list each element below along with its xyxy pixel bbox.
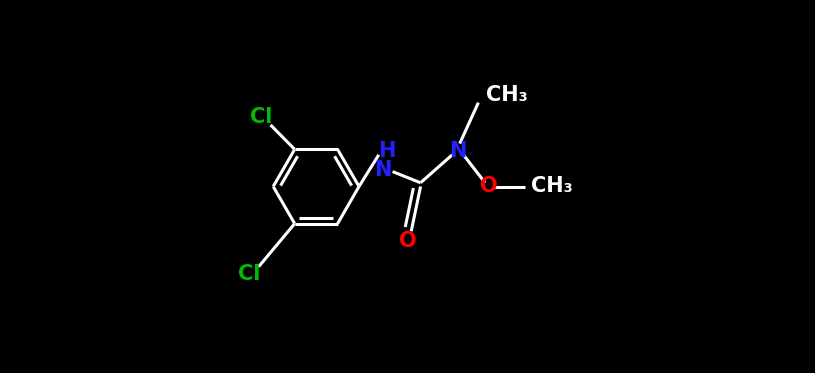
Text: H: H — [378, 141, 395, 161]
Text: N: N — [449, 141, 466, 161]
Text: O: O — [399, 231, 416, 251]
Text: Cl: Cl — [250, 107, 272, 128]
Text: N: N — [375, 160, 392, 180]
Text: Cl: Cl — [238, 264, 261, 284]
Text: O: O — [480, 176, 498, 197]
Text: CH₃: CH₃ — [486, 85, 527, 105]
Text: CH₃: CH₃ — [531, 176, 572, 197]
